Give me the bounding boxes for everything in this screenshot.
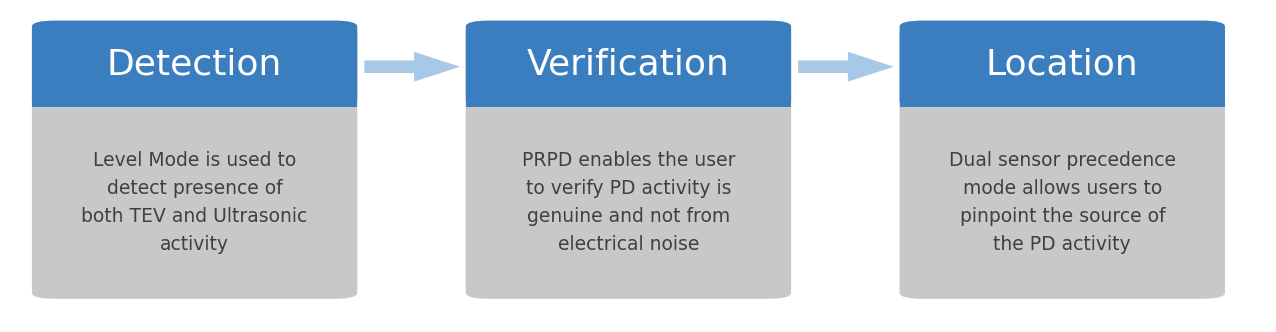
Bar [466, 101, 791, 107]
Bar [900, 101, 1225, 107]
Polygon shape [799, 52, 893, 82]
FancyBboxPatch shape [466, 27, 791, 299]
Text: PRPD enables the user
to verify PD activity is
genuine and not from
electrical n: PRPD enables the user to verify PD activ… [522, 151, 735, 254]
Text: Location: Location [986, 48, 1138, 82]
FancyBboxPatch shape [32, 21, 357, 107]
Text: Dual sensor precedence
mode allows users to
pinpoint the source of
the PD activi: Dual sensor precedence mode allows users… [949, 151, 1175, 254]
Polygon shape [365, 52, 459, 82]
FancyBboxPatch shape [900, 21, 1225, 107]
FancyBboxPatch shape [32, 27, 357, 299]
Bar [32, 101, 357, 107]
Text: Detection: Detection [107, 48, 282, 82]
Text: Verification: Verification [527, 48, 730, 82]
FancyBboxPatch shape [466, 21, 791, 107]
Text: Level Mode is used to
detect presence of
both TEV and Ultrasonic
activity: Level Mode is used to detect presence of… [82, 151, 308, 254]
FancyBboxPatch shape [900, 27, 1225, 299]
